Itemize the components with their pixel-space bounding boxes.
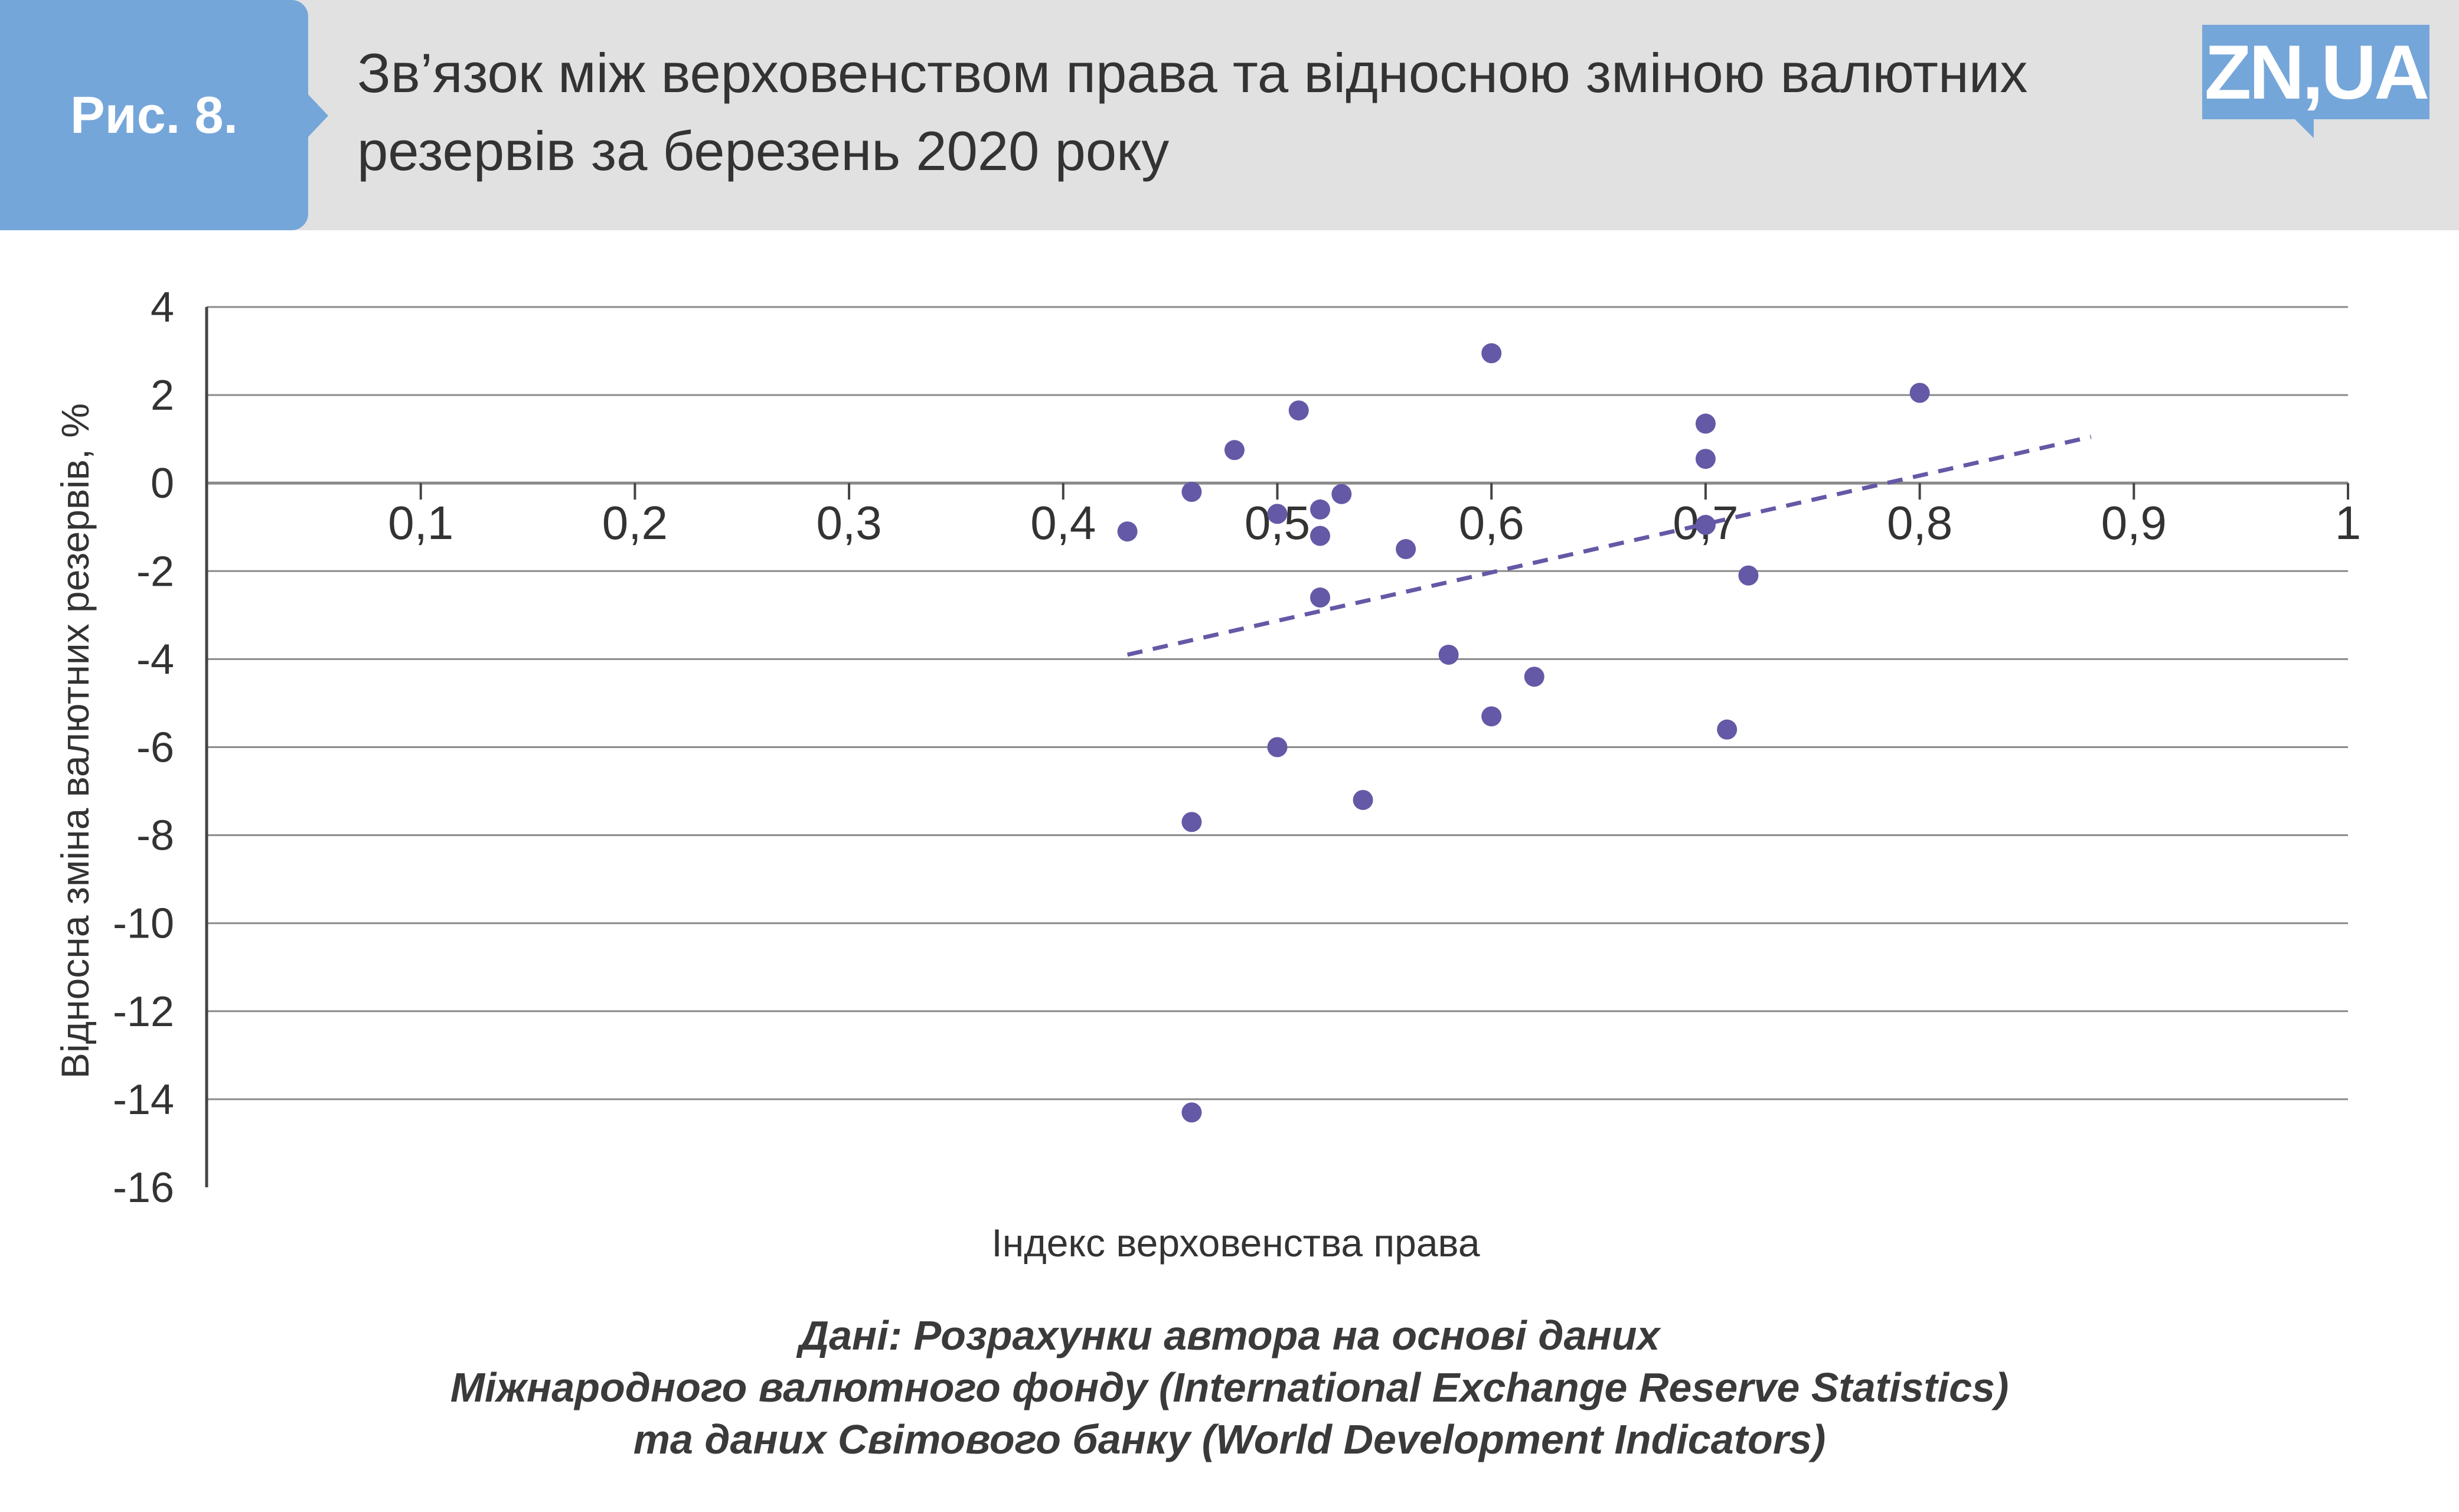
data-point-15[interactable] (1481, 343, 1502, 364)
data-point-22[interactable] (1738, 565, 1759, 586)
data-point-10[interactable] (1310, 587, 1331, 608)
y-tick-label-5: -6 (136, 724, 174, 772)
data-point-1[interactable] (1181, 482, 1202, 502)
data-point-11[interactable] (1331, 484, 1352, 504)
x-tick-label-3: 0,4 (1030, 497, 1096, 549)
data-point-4[interactable] (1224, 440, 1245, 461)
y-tick-label-2: 0 (151, 460, 174, 507)
data-point-3[interactable] (1181, 1102, 1202, 1123)
y-tick-label-8: -12 (113, 988, 174, 1036)
data-points (1117, 343, 1930, 1123)
data-point-21[interactable] (1717, 719, 1738, 740)
x-axis-label: Індекс верховенства права (991, 1221, 1480, 1265)
y-tick-label-9: -14 (113, 1076, 174, 1124)
data-point-8[interactable] (1310, 499, 1331, 520)
tick-labels: 420-2-4-6-8-10-12-14-160,10,20,30,40,50,… (113, 284, 2361, 1211)
data-point-20[interactable] (1695, 515, 1716, 535)
data-point-16[interactable] (1481, 706, 1502, 727)
x-tick-label-2: 0,3 (816, 497, 881, 549)
x-tick-label-1: 0,2 (602, 497, 668, 549)
data-point-9[interactable] (1310, 525, 1331, 546)
x-tick-label-7: 0,8 (1887, 497, 1952, 549)
y-tick-label-6: -8 (136, 812, 174, 860)
trendline (1126, 435, 2092, 657)
data-point-19[interactable] (1695, 449, 1716, 469)
x-tick-label-5: 0,6 (1459, 497, 1524, 549)
x-tick-label-0: 0,1 (388, 497, 453, 549)
source-note: Дані: Розрахунки автора на основі даних … (0, 1309, 2459, 1465)
data-point-7[interactable] (1288, 400, 1309, 421)
data-point-17[interactable] (1524, 667, 1544, 687)
data-point-12[interactable] (1353, 789, 1373, 810)
data-point-14[interactable] (1438, 644, 1459, 665)
source-line-3: та даних Світового банку (World Developm… (633, 1416, 1826, 1462)
header-bar (0, 0, 2459, 230)
zn-ua-logo[interactable]: ZN,UA (2202, 25, 2429, 119)
figure-number: Рис. 8. (70, 86, 239, 144)
y-tick-label-4: -4 (136, 636, 174, 683)
data-point-5[interactable] (1267, 504, 1288, 524)
data-point-6[interactable] (1267, 737, 1288, 757)
y-tick-label-3: -2 (136, 548, 174, 595)
source-line-1: Дані: Розрахунки автора на основі даних (799, 1312, 1660, 1358)
data-point-2[interactable] (1181, 812, 1202, 832)
source-line-2: Міжнародного валютного фонду (Internatio… (450, 1364, 2009, 1410)
badge-arrow (307, 93, 328, 138)
y-tick-label-10: -16 (113, 1164, 174, 1211)
y-tick-label-7: -10 (113, 900, 174, 948)
data-point-0[interactable] (1117, 521, 1138, 542)
y-axis-label: Відносна зміна валютних резервів, % (53, 403, 97, 1079)
axes (205, 307, 2349, 1187)
chart-title: Зв’язок між верховенством права та відно… (357, 42, 2028, 182)
data-point-13[interactable] (1396, 539, 1416, 560)
gridlines (207, 306, 2348, 1100)
figure-badge (0, 0, 308, 230)
y-tick-label-0: 4 (151, 284, 174, 331)
data-point-18[interactable] (1695, 413, 1716, 434)
data-point-23[interactable] (1909, 383, 1930, 403)
x-tick-label-8: 0,9 (2101, 497, 2167, 549)
trendline-layer (1126, 435, 2092, 657)
logo-tail (2294, 118, 2314, 138)
x-tick-label-9: 1 (2335, 497, 2362, 549)
y-tick-label-1: 2 (151, 372, 174, 419)
